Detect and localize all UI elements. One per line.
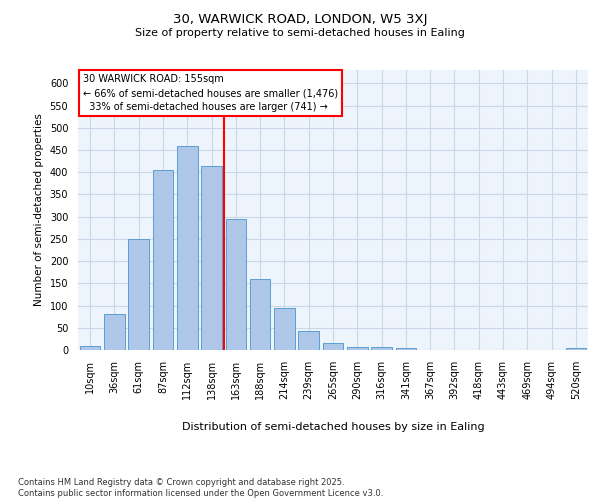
Bar: [298, 332, 319, 350]
Bar: [201, 166, 222, 350]
Bar: [104, 314, 125, 350]
Text: Distribution of semi-detached houses by size in Ealing: Distribution of semi-detached houses by …: [182, 422, 484, 432]
Bar: [128, 239, 149, 350]
Text: Contains HM Land Registry data © Crown copyright and database right 2025.
Contai: Contains HM Land Registry data © Crown c…: [18, 478, 383, 498]
Bar: [323, 343, 343, 350]
Bar: [347, 348, 368, 350]
Bar: [152, 170, 173, 350]
Bar: [177, 146, 197, 350]
Bar: [395, 348, 416, 350]
Bar: [371, 348, 392, 350]
Bar: [226, 219, 246, 350]
Text: 30, WARWICK ROAD, LONDON, W5 3XJ: 30, WARWICK ROAD, LONDON, W5 3XJ: [173, 12, 427, 26]
Bar: [274, 308, 295, 350]
Bar: [80, 346, 100, 350]
Text: 30 WARWICK ROAD: 155sqm
← 66% of semi-detached houses are smaller (1,476)
  33% : 30 WARWICK ROAD: 155sqm ← 66% of semi-de…: [83, 74, 338, 112]
Bar: [566, 348, 586, 350]
Text: Size of property relative to semi-detached houses in Ealing: Size of property relative to semi-detach…: [135, 28, 465, 38]
Bar: [250, 279, 271, 350]
Y-axis label: Number of semi-detached properties: Number of semi-detached properties: [34, 114, 44, 306]
